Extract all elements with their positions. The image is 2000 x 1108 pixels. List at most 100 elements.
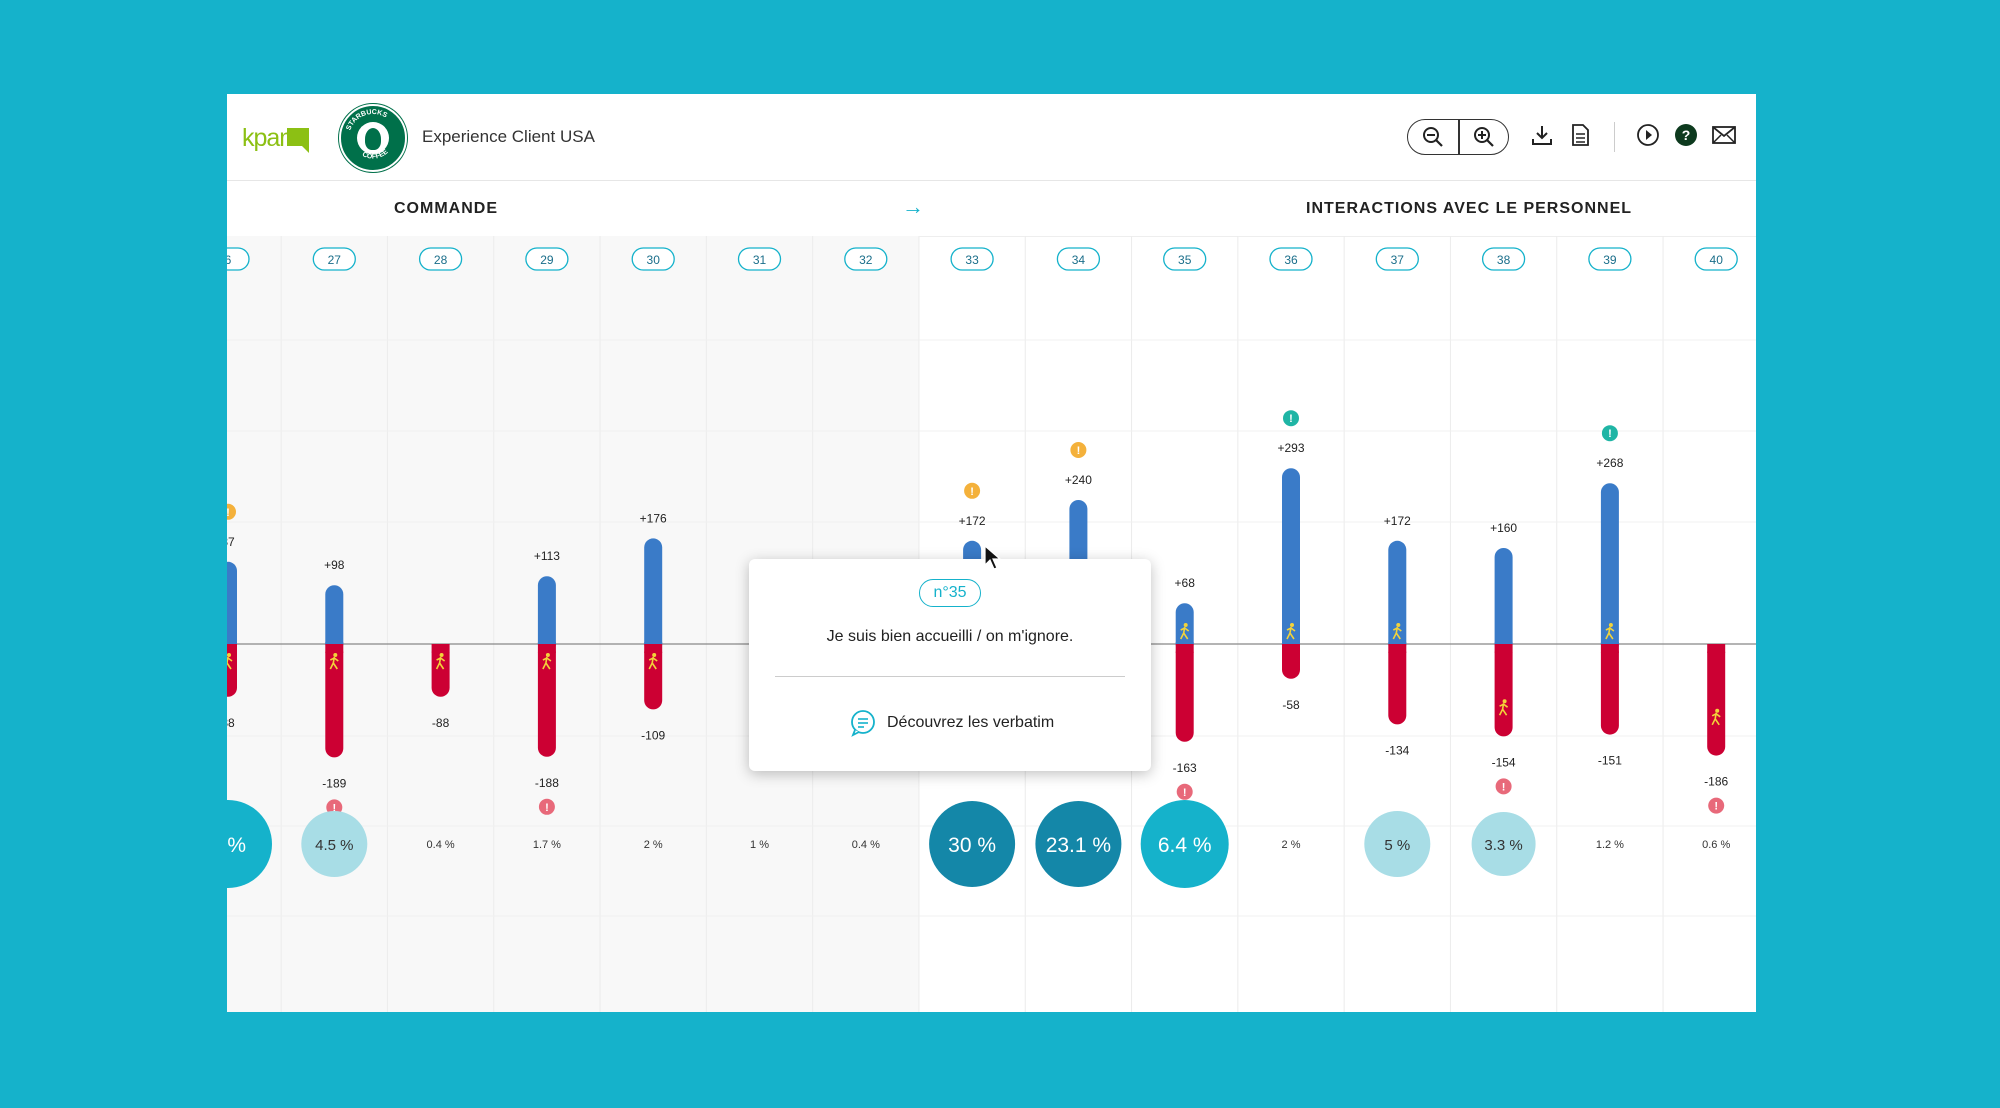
- positive-bar[interactable]: [1600, 483, 1619, 653]
- touchpoint-badge[interactable]: [418, 247, 463, 271]
- play-button[interactable]: [1633, 120, 1663, 150]
- alert-icon-mark: !: [1289, 413, 1293, 425]
- touchpoint-badge-label: 32: [859, 253, 873, 267]
- touchpoint-badge[interactable]: [1269, 247, 1313, 271]
- help-button[interactable]: ?: [1671, 120, 1701, 150]
- share-bubble[interactable]: [1364, 811, 1431, 877]
- touchpoint-badge[interactable]: [227, 247, 250, 271]
- positive-bar[interactable]: [1282, 468, 1300, 653]
- share-bubble[interactable]: [227, 800, 272, 888]
- touchpoint-badge[interactable]: [631, 247, 675, 271]
- share-bubble[interactable]: [1035, 801, 1122, 887]
- alert-icon-mark: !: [1077, 445, 1081, 457]
- negative-bar[interactable]: [431, 644, 450, 697]
- phase-interactions[interactable]: INTERACTIONS AVEC LE PERSONNEL: [1306, 200, 1633, 217]
- alert-icon[interactable]: [1708, 797, 1725, 814]
- alert-icon[interactable]: [1176, 783, 1193, 800]
- negative-label: -58: [1282, 698, 1300, 712]
- walker-icon: [1498, 699, 1509, 716]
- touchpoint-badge[interactable]: [1056, 247, 1101, 271]
- negative-bar[interactable]: [1388, 644, 1407, 725]
- positive-label: +176: [640, 511, 667, 525]
- bar-join: [227, 642, 237, 644]
- walker-icon: [542, 653, 552, 670]
- positive-bar[interactable]: [1388, 540, 1407, 653]
- alert-icon[interactable]: [1601, 425, 1618, 442]
- touchpoint-badge[interactable]: [1375, 247, 1419, 271]
- bar-join: [1282, 642, 1300, 644]
- positive-label: +113: [534, 549, 560, 563]
- negative-label: -163: [1173, 761, 1197, 775]
- share-bubble[interactable]: [301, 811, 368, 877]
- negative-bar[interactable]: [1600, 644, 1619, 735]
- touchpoint-badge-label: 37: [1391, 253, 1405, 267]
- touchpoint-badge[interactable]: [525, 247, 569, 271]
- share-label: 1 %: [750, 839, 769, 851]
- touchpoint-badge-label: 31: [753, 253, 767, 267]
- touchpoint-badge[interactable]: [1694, 247, 1738, 271]
- touchpoint-badge-label: 35: [1178, 253, 1192, 267]
- share-bubble[interactable]: [1140, 800, 1229, 888]
- negative-bar-cap: [431, 644, 450, 653]
- touchpoint-badge[interactable]: [1481, 247, 1526, 271]
- mouse-cursor-icon: [984, 545, 1002, 570]
- negative-bar[interactable]: [644, 644, 663, 710]
- touchpoint-badge[interactable]: [1163, 247, 1207, 271]
- negative-bar-cap: [537, 644, 556, 653]
- mail-button[interactable]: [1709, 120, 1739, 150]
- tooltip-badge: n°35: [919, 579, 981, 607]
- starbucks-logo: STARBUCKS COFFEE: [339, 104, 407, 172]
- touchpoint-badge[interactable]: [312, 247, 356, 271]
- negative-bar[interactable]: [325, 644, 344, 758]
- bar-join: [325, 642, 344, 644]
- phase-commande[interactable]: COMMANDE: [394, 200, 498, 217]
- share-bubble[interactable]: [1471, 812, 1536, 876]
- negative-bar-cap: [1282, 644, 1300, 653]
- alert-icon[interactable]: [1070, 442, 1087, 458]
- negative-bar[interactable]: [1494, 644, 1513, 737]
- touchpoint-badge[interactable]: [737, 247, 782, 271]
- touchpoint-tooltip: n°35 Je suis bien accueilli / on m'ignor…: [749, 559, 1151, 771]
- negative-bar[interactable]: [1707, 644, 1726, 756]
- top-bar: kpam STARBUCKS COFFEE Experience Client …: [227, 94, 1756, 181]
- alert-icon[interactable]: [964, 482, 981, 499]
- walker-icon: [1605, 623, 1615, 640]
- app-window: kpam STARBUCKS COFFEE Experience Client …: [227, 94, 1756, 1012]
- touchpoint-badge[interactable]: [950, 247, 994, 271]
- negative-label: 38: [227, 716, 235, 730]
- share-label: 30 %: [948, 834, 996, 857]
- negative-bar[interactable]: [537, 644, 556, 757]
- share-label: 1.7 %: [533, 839, 561, 851]
- positive-label: +160: [1490, 521, 1517, 535]
- alert-icon[interactable]: [1283, 410, 1299, 427]
- zoom-out-button[interactable]: [1408, 120, 1458, 154]
- share-bubble[interactable]: [929, 801, 1016, 887]
- negative-bar-cap: [644, 644, 663, 653]
- alert-icon[interactable]: [227, 503, 236, 520]
- document-button[interactable]: [1565, 120, 1595, 150]
- document-icon: [1572, 124, 1589, 146]
- negative-label: -151: [1598, 754, 1622, 768]
- verbatim-link[interactable]: Découvrez les verbatim: [849, 709, 1054, 737]
- positive-bar[interactable]: [1494, 548, 1513, 653]
- positive-bar[interactable]: [537, 576, 556, 653]
- negative-bar[interactable]: [1175, 644, 1194, 742]
- positive-bar[interactable]: [325, 585, 344, 653]
- negative-bar-cap: [227, 644, 237, 653]
- touchpoint-badge[interactable]: [1588, 247, 1632, 271]
- download-button[interactable]: [1527, 120, 1557, 150]
- alert-icon[interactable]: [538, 798, 555, 815]
- zoom-in-button[interactable]: [1459, 120, 1509, 154]
- touchpoint-badge[interactable]: [844, 247, 888, 271]
- positive-bar[interactable]: [644, 538, 663, 653]
- alert-icon-mark: !: [1714, 801, 1718, 813]
- walker-icon: [435, 653, 446, 670]
- touchpoint-badge-label: 30: [647, 253, 661, 267]
- negative-bar-cap: [1388, 644, 1407, 653]
- negative-label: -189: [322, 776, 346, 790]
- positive-bar[interactable]: [227, 561, 237, 653]
- walker-icon: [227, 653, 233, 670]
- negative-bar[interactable]: [227, 644, 237, 697]
- touchpoint-badge-label: 36: [1284, 253, 1298, 267]
- alert-icon[interactable]: [1495, 778, 1512, 795]
